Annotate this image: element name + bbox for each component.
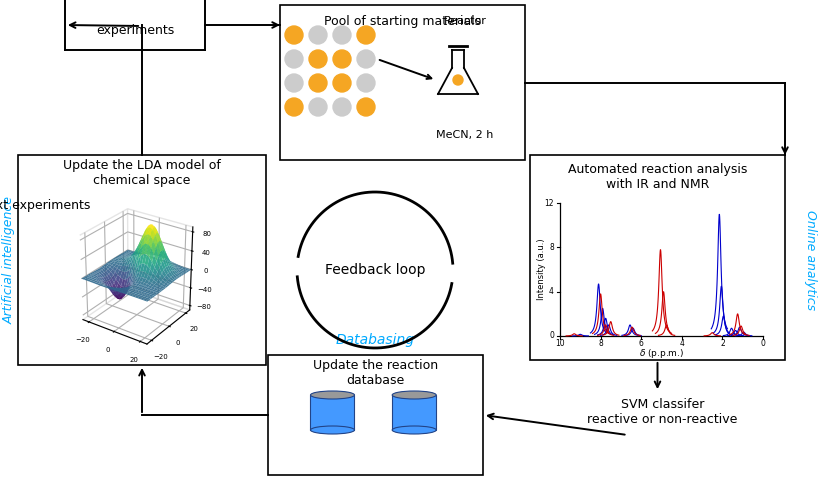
Text: Reactor: Reactor xyxy=(443,16,486,26)
Circle shape xyxy=(356,98,374,116)
Circle shape xyxy=(333,50,351,68)
Text: Databasing: Databasing xyxy=(335,333,414,347)
Ellipse shape xyxy=(391,426,436,434)
Text: Online analytics: Online analytics xyxy=(803,210,817,310)
Text: Update the reaction
database: Update the reaction database xyxy=(313,359,437,387)
Text: Next experiments: Next experiments xyxy=(0,199,91,212)
Text: $\delta$ (p.p.m.): $\delta$ (p.p.m.) xyxy=(638,347,683,360)
Circle shape xyxy=(333,74,351,92)
Text: experiments: experiments xyxy=(96,24,174,36)
Text: Feedback loop: Feedback loop xyxy=(324,263,425,277)
Text: 10: 10 xyxy=(554,339,564,348)
Text: 6: 6 xyxy=(638,339,643,348)
Circle shape xyxy=(333,26,351,44)
Text: Intensity (a.u.): Intensity (a.u.) xyxy=(536,239,545,300)
Text: 8: 8 xyxy=(549,243,554,252)
Ellipse shape xyxy=(310,426,354,434)
Circle shape xyxy=(356,74,374,92)
Circle shape xyxy=(309,74,327,92)
Circle shape xyxy=(452,75,463,85)
Circle shape xyxy=(285,74,303,92)
Circle shape xyxy=(356,26,374,44)
Text: Artificial intelligence: Artificial intelligence xyxy=(2,196,16,324)
Bar xyxy=(268,355,482,475)
Text: 4: 4 xyxy=(678,339,683,348)
Text: SVM classifer
reactive or non-reactive: SVM classifer reactive or non-reactive xyxy=(586,398,737,426)
Text: MeCN, 2 h: MeCN, 2 h xyxy=(436,130,493,140)
Text: Update the LDA model of
chemical space: Update the LDA model of chemical space xyxy=(63,159,220,187)
Circle shape xyxy=(309,26,327,44)
Circle shape xyxy=(309,98,327,116)
Text: Automated reaction analysis
with IR and NMR: Automated reaction analysis with IR and … xyxy=(567,163,746,191)
Text: 2: 2 xyxy=(719,339,724,348)
Circle shape xyxy=(285,98,303,116)
Circle shape xyxy=(309,50,327,68)
Text: 4: 4 xyxy=(549,287,554,296)
Bar xyxy=(529,155,784,360)
Ellipse shape xyxy=(391,391,436,399)
Bar xyxy=(391,395,436,430)
Bar xyxy=(310,395,354,430)
Bar xyxy=(18,155,265,365)
Ellipse shape xyxy=(310,391,354,399)
Circle shape xyxy=(333,98,351,116)
Text: 0: 0 xyxy=(760,339,764,348)
Circle shape xyxy=(285,26,303,44)
Text: 8: 8 xyxy=(598,339,602,348)
Text: 12: 12 xyxy=(544,199,554,207)
Circle shape xyxy=(285,50,303,68)
Circle shape xyxy=(356,50,374,68)
Bar xyxy=(279,5,524,160)
Text: 0: 0 xyxy=(549,332,554,340)
Text: Pool of starting materials: Pool of starting materials xyxy=(324,14,481,27)
